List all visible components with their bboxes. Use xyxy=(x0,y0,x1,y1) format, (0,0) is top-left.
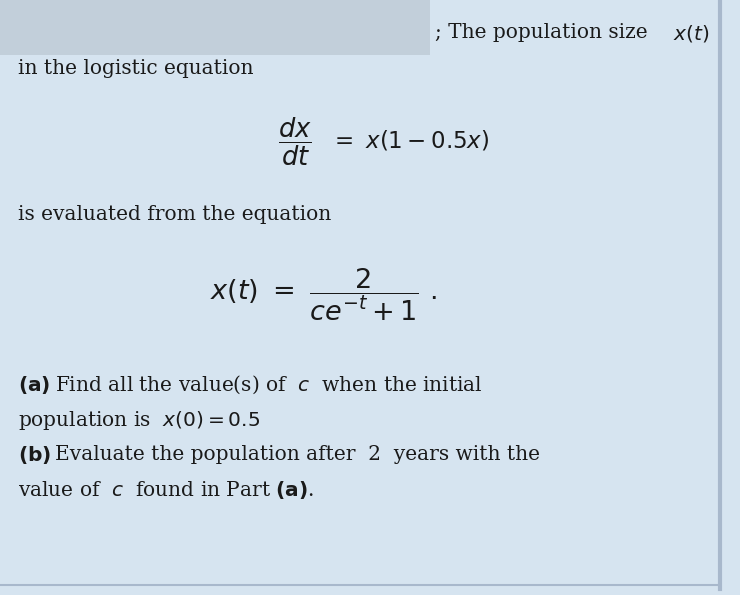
Text: population is  $x(0) = 0.5$: population is $x(0) = 0.5$ xyxy=(18,409,260,431)
Text: in the logistic equation: in the logistic equation xyxy=(18,58,254,77)
Text: $x(t)$: $x(t)$ xyxy=(673,23,710,43)
Text: ; The population size: ; The population size xyxy=(435,23,660,42)
Text: Find all the value(s) of  $c$  when the initial: Find all the value(s) of $c$ when the in… xyxy=(55,374,482,396)
Text: $\mathbf{(a)}$: $\mathbf{(a)}$ xyxy=(18,374,50,396)
Text: Evaluate the population after  2  years with the: Evaluate the population after 2 years wi… xyxy=(55,446,540,465)
Text: $= \ x(1 - 0.5x)$: $= \ x(1 - 0.5x)$ xyxy=(330,128,489,152)
FancyBboxPatch shape xyxy=(0,0,430,55)
Text: is evaluated from the equation: is evaluated from the equation xyxy=(18,205,332,224)
Text: $\dfrac{dx}{dt}$: $\dfrac{dx}{dt}$ xyxy=(278,116,312,168)
Text: $x(t) \ = \ \dfrac{\ \ \ \ 2\ \ \ \ }{ce^{-t}+1}\ .$: $x(t) \ = \ \dfrac{\ \ \ \ 2\ \ \ \ }{ce… xyxy=(210,267,437,323)
Text: value of  $c$  found in Part $\mathbf{(a)}$.: value of $c$ found in Part $\mathbf{(a)}… xyxy=(18,479,314,501)
Text: $\mathbf{(b)}$: $\mathbf{(b)}$ xyxy=(18,444,51,466)
